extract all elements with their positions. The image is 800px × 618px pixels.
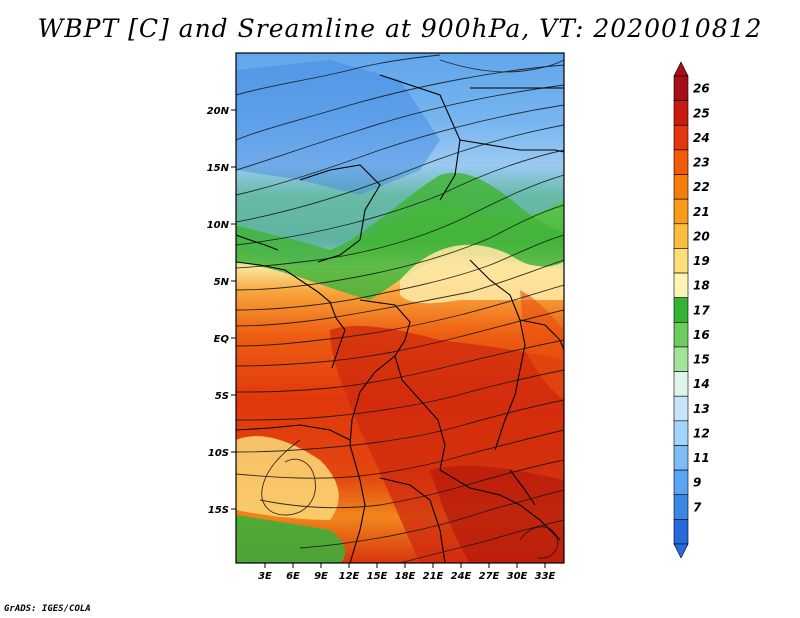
colorbar-label: 24 xyxy=(693,131,710,145)
colorbar-label: 22 xyxy=(693,180,710,194)
country-borders xyxy=(236,74,564,563)
svg-text:24E: 24E xyxy=(451,571,472,582)
colorbar: 26 25 24 23 22 21 20 19 18 17 16 15 14 13 12 11 9 7 xyxy=(673,61,710,559)
colorbar-label: 17 xyxy=(693,303,710,317)
colorbar-cell xyxy=(673,469,689,496)
colorbar-cell xyxy=(673,223,689,249)
colorbar-cell xyxy=(673,420,689,446)
colorbar-cell xyxy=(673,395,689,422)
colorbar-label: 7 xyxy=(693,500,702,514)
lat-tick: 5N xyxy=(214,277,236,288)
map-border xyxy=(235,52,565,564)
svg-text:5S: 5S xyxy=(215,391,229,402)
colorbar-cell xyxy=(673,494,689,520)
lon-tick: 33E xyxy=(535,563,556,582)
lon-tick: 3E xyxy=(258,563,272,582)
colorbar-top-triangle xyxy=(673,61,689,77)
svg-text:9E: 9E xyxy=(314,571,328,582)
colorbar-cell xyxy=(673,371,689,397)
colorbar-label: 23 xyxy=(693,156,710,170)
colorbar-bottom-triangle xyxy=(673,543,689,559)
colorbar-cell xyxy=(673,75,689,101)
colorbar-cell xyxy=(673,519,689,545)
lat-tick: EQ xyxy=(214,334,236,345)
svg-text:10S: 10S xyxy=(208,448,229,459)
colorbar-label: 13 xyxy=(693,402,710,416)
colorbar-cell xyxy=(673,124,689,151)
svg-text:15E: 15E xyxy=(367,571,388,582)
svg-text:6E: 6E xyxy=(286,571,300,582)
svg-text:EQ: EQ xyxy=(214,334,230,345)
colorbar-cell xyxy=(673,248,689,274)
svg-text:27E: 27E xyxy=(479,571,500,582)
streamlines xyxy=(236,54,564,563)
colorbar-label: 14 xyxy=(693,377,710,391)
svg-text:3E: 3E xyxy=(258,571,272,582)
lat-tick: 10N xyxy=(207,220,236,231)
lon-tick: 21E xyxy=(423,563,444,582)
colorbar-cell xyxy=(673,198,689,225)
colorbar-cell xyxy=(673,297,689,323)
lon-tick: 6E xyxy=(286,563,300,582)
svg-text:10N: 10N xyxy=(207,220,230,231)
colorbar-label: 11 xyxy=(693,451,710,465)
lat-tick: 15N xyxy=(207,163,236,174)
colorbar-label: 9 xyxy=(693,476,701,490)
colorbar-label: 19 xyxy=(693,254,710,268)
lat-tick: 15S xyxy=(208,505,236,516)
colorbar-cell xyxy=(673,272,689,298)
colorbar-label: 18 xyxy=(693,279,710,293)
colorbar-label: 20 xyxy=(693,229,710,243)
lon-tick: 9E xyxy=(314,563,328,582)
colorbar-label: 12 xyxy=(693,426,710,440)
lon-tick: 18E xyxy=(395,563,416,582)
svg-text:15N: 15N xyxy=(207,163,230,174)
svg-text:5N: 5N xyxy=(214,277,230,288)
svg-text:21E: 21E xyxy=(423,571,444,582)
svg-text:33E: 33E xyxy=(535,571,556,582)
lon-tick: 30E xyxy=(507,563,528,582)
colorbar-label: 16 xyxy=(693,328,710,342)
lat-tick: 10S xyxy=(208,448,236,459)
colorbar-label: 25 xyxy=(693,106,710,120)
colorbar-label: 26 xyxy=(693,82,710,96)
svg-text:20N: 20N xyxy=(207,106,230,117)
colorbar-label: 15 xyxy=(693,353,710,367)
colorbar-cell xyxy=(673,149,689,175)
colorbar-cell xyxy=(673,174,689,200)
colorbar-cell xyxy=(673,100,689,126)
lon-tick: 27E xyxy=(479,563,500,582)
lon-tick: 12E xyxy=(339,563,360,582)
grads-credit: GrADS: IGES/COLA xyxy=(4,604,91,614)
wbpt-field xyxy=(236,53,564,563)
colorbar-label: 21 xyxy=(693,205,710,219)
svg-text:30E: 30E xyxy=(507,571,528,582)
svg-text:12E: 12E xyxy=(339,571,360,582)
map-title: WBPT [C] and Sreamline at 900hPa, VT: 20… xyxy=(37,14,763,43)
lat-tick: 20N xyxy=(207,106,236,117)
svg-text:18E: 18E xyxy=(395,571,416,582)
lat-tick: 5S xyxy=(215,391,236,402)
colorbar-cell xyxy=(673,322,689,348)
lat-axis: 20N 15N 10N 5N EQ 5S 10S 15S xyxy=(207,106,236,516)
colorbar-cell xyxy=(673,346,689,372)
svg-text:15S: 15S xyxy=(208,505,229,516)
lon-axis: 3E 6E 9E 12E 15E 18E 21E 24E 27E 30E 33E xyxy=(258,563,556,582)
lon-tick: 15E xyxy=(367,563,388,582)
colorbar-cell xyxy=(673,445,689,471)
lon-tick: 24E xyxy=(451,563,472,582)
